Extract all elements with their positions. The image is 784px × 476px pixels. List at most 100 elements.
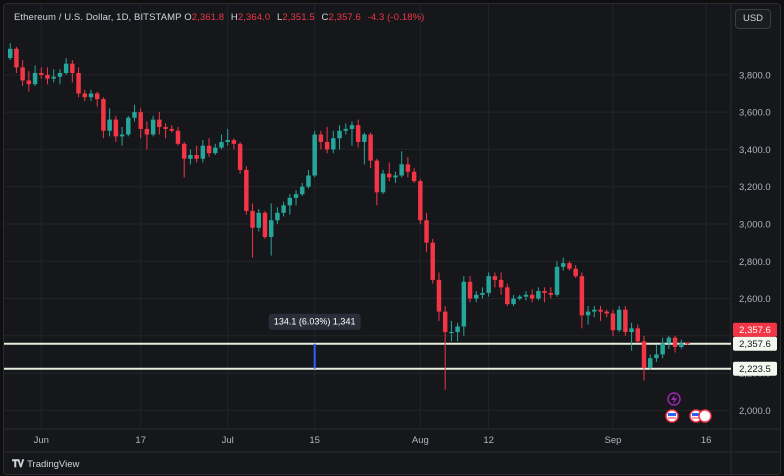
candle-body xyxy=(436,279,442,312)
candle-body xyxy=(157,119,162,128)
candle-body xyxy=(362,134,367,142)
candle-body xyxy=(418,181,423,221)
candle-body xyxy=(411,171,417,182)
low-value: 2,351.5 xyxy=(282,12,315,23)
high-label: H xyxy=(230,12,238,23)
candle-body xyxy=(455,326,460,333)
time-axis: Jun 17 Jul 15 Aug 12 Sep 16 xyxy=(34,435,712,446)
grid xyxy=(4,4,780,474)
candle-body xyxy=(32,73,38,85)
candle-body xyxy=(132,112,137,118)
close-label: C xyxy=(321,12,329,23)
candle-body xyxy=(26,80,32,85)
currency-button[interactable]: USD xyxy=(735,9,771,29)
hline-price-label: 2,357.6 xyxy=(739,339,771,350)
candle-body xyxy=(461,281,467,327)
candle-body xyxy=(498,279,504,288)
candle-body xyxy=(150,119,156,135)
candle-body xyxy=(592,309,597,312)
candle-body xyxy=(256,212,261,228)
candle-body xyxy=(480,292,485,295)
candle-body xyxy=(219,141,224,148)
candle-body xyxy=(430,242,435,280)
candle-body xyxy=(610,313,616,331)
branding-text: TradingView xyxy=(27,459,80,470)
measure-tooltip xyxy=(268,313,361,330)
candle-body xyxy=(331,138,336,150)
candle-body xyxy=(492,276,498,280)
candle-body xyxy=(113,119,119,137)
y-tick-label: 2,000.0 xyxy=(739,406,771,417)
candle-body xyxy=(505,287,510,305)
tradingview-logo[interactable]: 𝐓𝐕 TradingView xyxy=(12,459,79,470)
candle-body xyxy=(542,291,547,293)
candle-body xyxy=(647,358,653,368)
candle-body xyxy=(237,143,243,170)
candle-body xyxy=(666,337,672,344)
candle-body xyxy=(685,342,690,344)
candle-body xyxy=(387,173,392,178)
candle-body xyxy=(393,175,398,178)
hline-price-tag xyxy=(733,336,777,351)
candle-body xyxy=(529,294,535,299)
candle-body xyxy=(548,292,554,295)
y-tick-label: 2,800.0 xyxy=(739,257,771,268)
candle-body xyxy=(467,281,473,299)
candle-body xyxy=(181,143,187,159)
candle-body xyxy=(536,291,541,299)
candle-body xyxy=(250,210,255,228)
candle-body xyxy=(486,276,491,293)
candle-body xyxy=(163,127,168,129)
candle-body xyxy=(206,145,212,154)
candle-body xyxy=(380,173,386,193)
candle-body xyxy=(660,343,665,355)
candle-body xyxy=(244,169,249,211)
measure-tool: 134.1 (6.03%) 1,341 xyxy=(268,313,361,369)
candle-body xyxy=(76,73,81,94)
flag-icon xyxy=(668,413,676,416)
candle-body xyxy=(188,155,193,159)
candle-body xyxy=(45,74,50,79)
candle-body xyxy=(474,294,479,299)
candle-body xyxy=(573,268,578,277)
candle-body xyxy=(138,112,143,129)
x-tick-label: Jun xyxy=(34,435,49,446)
hline-price-label: 2,223.5 xyxy=(739,364,771,375)
candle-body xyxy=(623,309,628,333)
open-value: 2,361.8 xyxy=(191,12,225,23)
x-tick-label: 17 xyxy=(135,435,146,446)
candle-body xyxy=(511,298,516,305)
candle-body xyxy=(119,134,125,137)
economic-event-icon xyxy=(698,409,712,423)
symbol-header: Ethereum / U.S. Dollar, 1D, BITSTAMP O2,… xyxy=(14,12,428,23)
x-tick-label: 12 xyxy=(483,435,494,446)
x-tick-label: Aug xyxy=(412,435,429,446)
candle-body xyxy=(7,48,13,59)
candle-body xyxy=(107,119,112,131)
candle-body xyxy=(20,67,25,81)
candle-body xyxy=(88,93,94,98)
candle-body xyxy=(399,164,404,176)
events xyxy=(665,392,712,423)
candle-body xyxy=(585,311,591,316)
candle-body xyxy=(287,197,293,206)
hline-price-tag xyxy=(733,361,777,376)
tradingview-logo-icon: 𝐓𝐕 xyxy=(12,459,24,470)
candle-body xyxy=(449,332,454,334)
candle-body xyxy=(268,220,274,238)
candle-body xyxy=(51,76,56,79)
close-value: 2,357.6 xyxy=(328,12,361,23)
candle-body xyxy=(101,99,106,131)
candle-body xyxy=(635,328,641,342)
candle-body xyxy=(405,164,411,172)
candle-body xyxy=(672,337,678,347)
candle-body xyxy=(300,186,305,195)
candle-body xyxy=(175,130,181,144)
candle-body xyxy=(355,125,361,142)
candle-body xyxy=(598,309,603,312)
candlestick-chart[interactable]: 134.1 (6.03%) 1,341 2,000.02,200.02,400.… xyxy=(4,4,780,474)
candle-body xyxy=(281,205,286,213)
price-axis: 2,000.02,200.02,400.02,600.02,800.03,000… xyxy=(733,70,777,417)
candle-body xyxy=(324,141,330,150)
x-tick-label: 15 xyxy=(309,435,320,446)
